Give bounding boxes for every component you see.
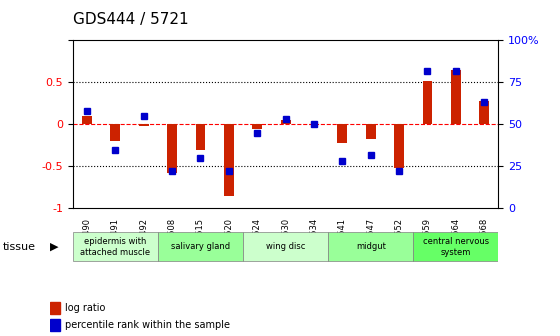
Bar (167, 124, 177, 173)
FancyBboxPatch shape (73, 233, 158, 261)
Bar (195, 124, 206, 150)
Text: salivary gland: salivary gland (171, 243, 230, 251)
FancyBboxPatch shape (328, 233, 413, 261)
Bar (110, 124, 120, 141)
Bar (139, 124, 149, 126)
Text: epidermis with
attached muscle: epidermis with attached muscle (80, 237, 151, 257)
Text: central nervous
system: central nervous system (423, 237, 489, 257)
Bar (337, 124, 347, 143)
Bar (252, 124, 262, 128)
Text: wing disc: wing disc (266, 243, 305, 251)
Bar (479, 101, 489, 124)
FancyBboxPatch shape (243, 233, 328, 261)
Text: tissue: tissue (3, 242, 36, 252)
FancyBboxPatch shape (413, 233, 498, 261)
Bar (451, 70, 461, 124)
Bar (82, 116, 92, 124)
Bar (422, 81, 432, 124)
Bar (50, 319, 60, 331)
Bar (394, 124, 404, 168)
Text: GDS444 / 5721: GDS444 / 5721 (73, 12, 188, 27)
FancyBboxPatch shape (158, 233, 243, 261)
Text: midgut: midgut (356, 243, 386, 251)
Bar (224, 124, 234, 196)
Bar (366, 124, 376, 139)
Text: percentile rank within the sample: percentile rank within the sample (64, 320, 230, 330)
Text: log ratio: log ratio (64, 303, 105, 313)
Bar (50, 302, 60, 314)
Bar (281, 120, 291, 124)
Text: ▶: ▶ (50, 242, 59, 252)
